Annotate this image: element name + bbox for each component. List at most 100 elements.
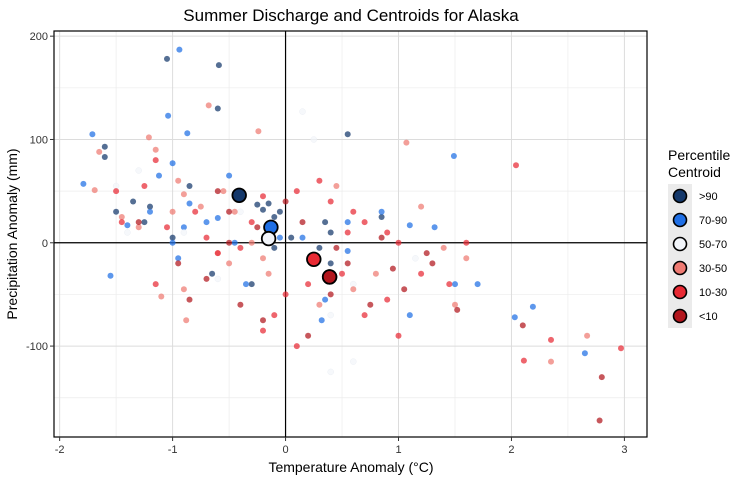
data-point xyxy=(378,214,385,220)
data-point xyxy=(118,219,125,226)
data-point xyxy=(344,260,351,267)
data-point xyxy=(215,62,222,69)
x-tick-label: 3 xyxy=(621,444,627,456)
x-tick-label: -1 xyxy=(168,444,178,456)
data-point xyxy=(265,270,272,277)
data-point xyxy=(209,270,216,277)
data-point xyxy=(305,281,312,288)
data-point xyxy=(276,208,283,215)
data-point xyxy=(384,296,391,303)
centroid-marker xyxy=(306,251,322,267)
data-point xyxy=(141,219,148,226)
data-point xyxy=(169,239,176,246)
data-point xyxy=(423,250,430,257)
x-tick-label: -2 xyxy=(55,444,65,456)
data-point xyxy=(226,208,233,215)
data-point xyxy=(135,167,142,174)
centroid-marker xyxy=(260,230,277,247)
plot-area: -2 -1 0 1 2 3 -100 0 100 200 xyxy=(26,30,648,456)
data-point xyxy=(452,281,458,288)
data-point xyxy=(237,208,244,216)
data-point xyxy=(344,219,351,226)
legend-key-swatch xyxy=(672,284,688,300)
data-point xyxy=(214,105,221,112)
legend-title: Percentile xyxy=(668,147,730,163)
data-point xyxy=(180,229,188,236)
data-point xyxy=(231,239,238,246)
data-point xyxy=(175,260,182,267)
data-point xyxy=(450,153,457,159)
data-point xyxy=(180,191,187,198)
data-point xyxy=(184,130,191,137)
data-point xyxy=(214,188,221,195)
data-point xyxy=(169,208,176,215)
data-point xyxy=(248,239,255,246)
data-point xyxy=(367,301,374,308)
data-point xyxy=(463,255,470,262)
data-point xyxy=(226,239,233,246)
data-point xyxy=(248,219,255,226)
data-point xyxy=(344,131,351,138)
data-point xyxy=(203,219,210,226)
data-point xyxy=(333,244,340,251)
data-point xyxy=(350,286,357,293)
data-point xyxy=(401,286,408,293)
data-point xyxy=(596,417,603,424)
data-point xyxy=(265,200,272,207)
data-point xyxy=(584,332,591,339)
data-point xyxy=(316,301,323,308)
chart-title: Summer Discharge and Centroids for Alask… xyxy=(183,6,519,25)
data-point xyxy=(618,345,624,352)
data-point xyxy=(260,255,266,262)
y-tick-label: 200 xyxy=(30,31,48,43)
data-point xyxy=(288,234,295,241)
y-tick-label: -100 xyxy=(26,341,48,353)
data-point xyxy=(316,177,323,184)
data-point xyxy=(192,208,199,215)
data-point xyxy=(389,265,396,272)
data-point xyxy=(418,270,425,277)
data-point xyxy=(145,134,152,141)
data-point xyxy=(152,146,159,153)
data-point xyxy=(214,250,221,257)
data-point xyxy=(350,208,357,215)
data-point xyxy=(548,358,554,365)
data-point xyxy=(164,224,170,231)
legend-label: 10-30 xyxy=(699,287,727,299)
data-point xyxy=(293,188,300,195)
data-point xyxy=(378,208,385,215)
data-point xyxy=(248,281,255,288)
data-point xyxy=(299,219,306,226)
data-point xyxy=(237,244,244,251)
data-point xyxy=(260,193,266,200)
legend-key-swatch xyxy=(672,260,688,276)
data-point xyxy=(101,143,108,150)
data-point xyxy=(412,255,419,262)
data-point xyxy=(293,343,300,350)
data-point xyxy=(113,188,120,195)
data-point xyxy=(548,336,554,343)
data-point xyxy=(418,203,425,210)
data-point xyxy=(152,157,159,164)
data-point xyxy=(327,311,334,319)
data-point xyxy=(395,332,402,339)
data-point xyxy=(176,46,183,53)
legend-key-swatch xyxy=(672,236,688,252)
data-point xyxy=(327,198,334,205)
data-point xyxy=(260,327,266,334)
data-point xyxy=(276,234,283,241)
legend-label: 30-50 xyxy=(699,263,727,275)
data-point xyxy=(183,317,190,324)
data-point xyxy=(101,154,108,160)
data-point xyxy=(165,112,172,119)
data-point xyxy=(147,208,153,215)
data-point xyxy=(344,248,351,254)
data-point xyxy=(305,332,312,339)
legend-key-swatch xyxy=(672,212,688,228)
data-point xyxy=(350,358,357,365)
y-tick-label: 0 xyxy=(42,238,48,250)
data-point xyxy=(519,322,526,329)
data-point xyxy=(118,214,125,220)
